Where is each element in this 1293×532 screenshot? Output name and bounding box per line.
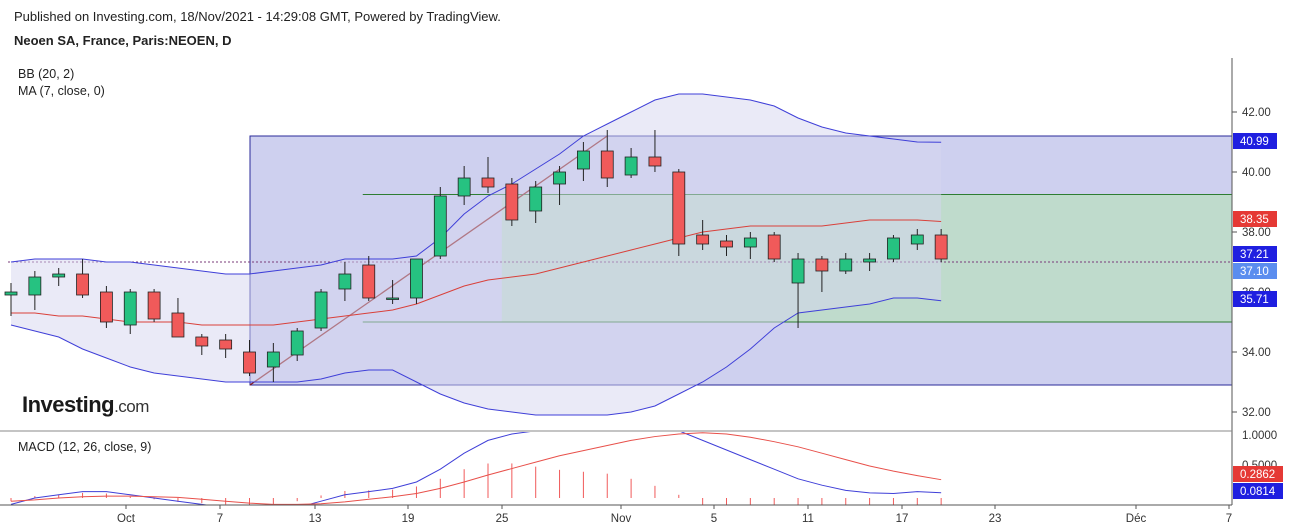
candle-body [577,150,590,170]
candle-body [52,273,66,278]
time-tick-label: 7 [1226,513,1232,525]
macd-signal-line [10,432,942,505]
candle-body [123,291,137,326]
time-tick-label: 13 [309,513,322,525]
candle-body [171,312,185,338]
candle-body [195,336,209,347]
price-tag-label: 40.99 [1240,136,1269,148]
candle-body [457,177,471,197]
candle-body [720,240,733,248]
candle-body [743,237,757,248]
time-tick-label: 23 [989,513,1002,525]
price-tag-box [1233,246,1277,262]
price-tag-label: 37.10 [1240,266,1269,278]
candle-body [672,171,686,245]
published-note: Published on Investing.com, 18/Nov/2021 … [14,9,501,24]
candle-body [505,183,519,221]
candle-body [243,351,256,374]
candle-body [481,177,495,188]
candle-body [219,339,233,350]
investing-logo: Investing.com [22,392,149,417]
candle-body [266,351,280,368]
time-tick-label: Oct [117,513,136,525]
price-tag-box [1233,133,1277,149]
candle-body [100,291,113,323]
price-tick-label: 32.00 [1242,407,1271,419]
bb-upper-band [10,93,942,275]
price-tick-label: 38.00 [1242,227,1271,239]
bb-indicator-label[interactable]: BB (20, 2) [18,67,75,81]
macd-tag-label: 0.0814 [1240,486,1276,498]
candle-body [314,291,328,329]
candle-body [147,291,161,320]
candle-body [338,273,352,290]
candle-body [553,171,566,185]
candle-body [648,156,662,167]
candle-body [76,273,89,296]
price-tag-label: 37.21 [1240,249,1269,261]
price-tag-box [1233,291,1277,307]
candle-body [28,276,42,296]
bb-lower-band [10,297,942,416]
time-tick-label: Nov [611,513,632,525]
candle-body [887,237,900,260]
time-tick-label: 7 [217,513,223,525]
candle-body [815,258,829,272]
candle-body [934,234,948,260]
instrument-title: Neoen SA, France, Paris:NEOEN, D [14,33,232,48]
candle-body [362,264,376,299]
price-tag-label: 35.71 [1240,294,1269,306]
candle-body [433,195,447,257]
macd-line [10,432,942,505]
bb-fill [11,94,942,415]
candle-body [863,258,876,263]
candle-body [767,234,781,260]
macd-tag-box [1233,466,1283,482]
candle-body [839,258,853,272]
macd-indicator-label[interactable]: MACD (12, 26, close, 9) [18,440,152,454]
candle-body [696,234,710,245]
time-tick-label: 19 [402,513,415,525]
price-tag-label: 38.35 [1240,214,1269,226]
candle-body [410,258,423,299]
candle-body [791,258,805,284]
macd-tag-label: 0.2862 [1240,469,1275,481]
price-tick-label: 40.00 [1242,167,1271,179]
price-tick-label: 34.00 [1242,347,1271,359]
price-tag-box [1233,211,1277,227]
time-tick-label: 5 [711,513,717,525]
ma-indicator-label[interactable]: MA (7, close, 0) [18,84,105,98]
candle-body [600,150,614,179]
price-tag-box [1233,263,1277,279]
macd-tick-label: 1.0000 [1242,430,1277,442]
candle-body [529,186,543,212]
time-tick-label: 11 [802,513,814,525]
candle-body [624,156,638,176]
candle-body [290,330,304,356]
candle-body [910,234,924,245]
ma-line [11,219,942,326]
macd-tag-box [1233,483,1283,499]
time-tick-label: 25 [496,513,509,525]
time-tick-label: Déc [1126,513,1147,525]
candle-body [386,297,400,300]
time-tick-label: 17 [896,513,909,525]
price-tick-label: 42.00 [1242,107,1271,119]
candle-body [4,291,18,296]
